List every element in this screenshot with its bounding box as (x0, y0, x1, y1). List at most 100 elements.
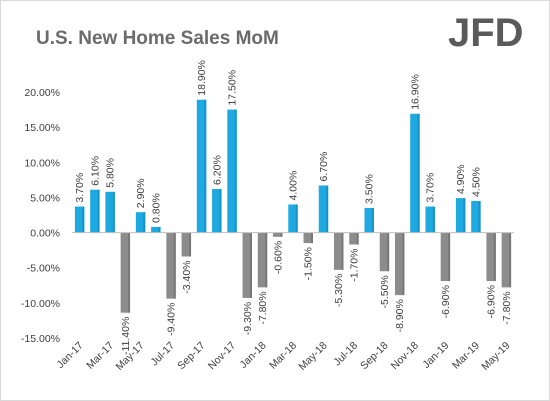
bar (379, 232, 390, 272)
bar-edge (128, 232, 131, 313)
data-label: -6.90% (486, 285, 498, 318)
bar-edge (250, 232, 252, 298)
data-label: -3.40% (181, 260, 193, 293)
bar (425, 206, 435, 233)
bar (410, 113, 420, 233)
bar (364, 207, 374, 233)
bar (440, 232, 451, 282)
bar (257, 232, 268, 288)
data-label: 6.20% (211, 155, 223, 185)
data-label: -7.80% (257, 291, 269, 324)
data-labels: 3.70%6.10% 5.80%-11.40%2.90% 0.80%-9.40%-3… (74, 60, 513, 355)
data-label: 18.90% (196, 60, 208, 96)
logo-text: JFD (448, 11, 524, 52)
data-label: 17.50% (227, 70, 239, 106)
bar-edge (402, 232, 405, 296)
data-label: -1.70% (348, 249, 360, 282)
data-label: 16.90% (409, 74, 421, 110)
bar-edge (448, 232, 451, 282)
bar-edge (463, 198, 466, 233)
x-tick-label: Nov-17 (206, 340, 239, 373)
bar-edge (204, 99, 207, 233)
bar-edge (432, 206, 435, 233)
bar (501, 232, 512, 288)
bar-edge (341, 232, 344, 270)
bar (334, 232, 344, 270)
data-label: -5.30% (333, 274, 345, 307)
bar (349, 232, 359, 245)
y-axis-ticks: -15.00% -10.00% -5.00% 0.00% 5.00% 10.00% 15.0… (21, 87, 60, 345)
bar-edge (417, 113, 420, 233)
bar (120, 232, 131, 313)
bar (151, 226, 161, 233)
bar (90, 189, 100, 233)
x-tick-label: Mar-18 (267, 340, 299, 372)
bar (471, 200, 481, 233)
bar-edge (158, 226, 161, 233)
data-label: -1.50% (303, 247, 315, 280)
x-tick-label: May-18 (296, 340, 329, 373)
data-label: 2.90% (135, 178, 147, 208)
bar-edge (219, 188, 222, 233)
bar-edge (265, 232, 268, 288)
jfd-logo: JFD (448, 11, 524, 52)
bar (273, 232, 283, 237)
bar-edge (356, 232, 359, 245)
x-tick-label: Mar-17 (84, 340, 116, 372)
x-tick-label: May-19 (479, 340, 512, 373)
bar (181, 232, 192, 257)
bar-edge (509, 232, 512, 288)
bar (166, 232, 176, 299)
data-label: -0.60% (272, 241, 284, 274)
data-label: 4.50% (470, 167, 482, 197)
bar (227, 109, 237, 233)
bar-edge (326, 185, 329, 233)
y-tick-label: -15.00% (21, 333, 60, 345)
bar-edge (295, 204, 298, 233)
y-tick-label: 10.00% (24, 157, 60, 169)
bar (486, 232, 496, 282)
x-tick-label: Jan-19 (420, 340, 451, 371)
bar (212, 188, 222, 233)
data-label: 6.70% (318, 152, 330, 182)
bar-edge (478, 200, 481, 233)
bar-edge (143, 212, 146, 233)
bar-edge (493, 232, 496, 282)
x-tick-label: Mar-19 (450, 340, 482, 372)
data-label: 3.50% (364, 174, 376, 204)
bars (74, 99, 512, 313)
chart-title: U.S. New Home Sales MoM (36, 28, 279, 49)
data-label: 4.00% (288, 171, 300, 201)
data-label: -9.40% (166, 303, 178, 336)
y-tick-label: 5.00% (30, 192, 60, 204)
bar-edge (234, 109, 237, 233)
data-label: -8.90% (394, 299, 406, 332)
y-tick-label: 0.00% (30, 228, 60, 240)
bar-edge (310, 232, 313, 244)
data-label: 5.80% (105, 158, 117, 188)
bar-edge (189, 232, 192, 257)
bar-edge (112, 191, 115, 233)
x-tick-label: Jul-18 (331, 340, 360, 369)
y-tick-label: 20.00% (24, 87, 60, 99)
bar-edge (387, 232, 390, 272)
bar (394, 232, 405, 296)
bar (242, 232, 252, 298)
y-tick-label: -10.00% (21, 298, 60, 310)
bar (74, 206, 85, 233)
bar (318, 185, 329, 233)
bar (196, 99, 207, 233)
data-label: 0.80% (150, 193, 162, 223)
x-tick-label: Nov-18 (389, 340, 422, 373)
bar-edge (173, 232, 176, 299)
x-tick-label: Sep-18 (358, 340, 391, 373)
data-label: 3.70% (74, 173, 86, 203)
bar (455, 198, 466, 233)
x-tick-label: Jul-17 (148, 340, 177, 369)
bar (105, 191, 115, 233)
bar (303, 232, 313, 244)
bar-edge (97, 189, 100, 233)
x-tick-label: Jan-18 (237, 340, 268, 371)
bar (135, 212, 146, 233)
